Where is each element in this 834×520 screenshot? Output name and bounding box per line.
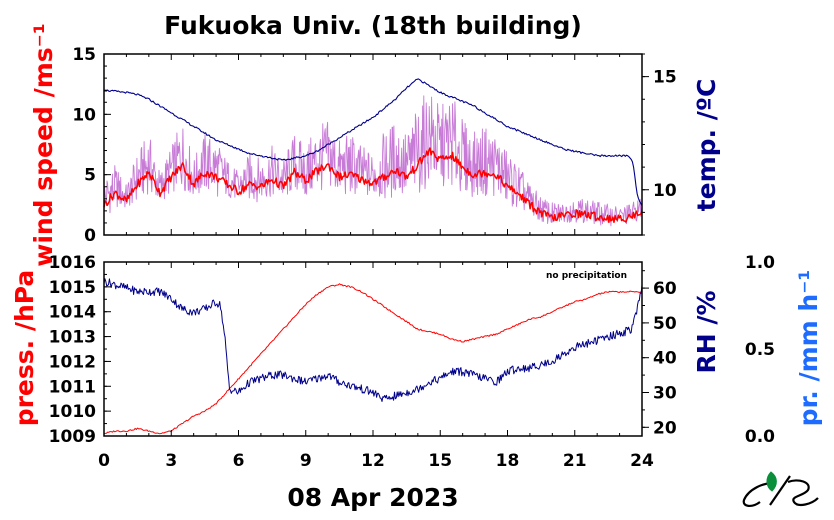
precipitation-note: no precipitation bbox=[546, 271, 627, 281]
right-tick-label: 10 bbox=[653, 181, 677, 201]
top-panel-axes: 0 5 10 15 10 15 bbox=[72, 45, 677, 246]
series-mean-line bbox=[103, 147, 643, 224]
wind-temp-panel: 0 5 10 15 10 15 wind speed /ms⁻¹ temp. /ºC bbox=[29, 23, 721, 267]
x-tick-label: 12 bbox=[361, 451, 385, 471]
date-label: 08 Apr 2023 bbox=[287, 483, 458, 512]
x-tick-label: 3 bbox=[165, 451, 177, 471]
right-tick-label: 15 bbox=[653, 68, 677, 88]
left-tick-label: 1014 bbox=[49, 303, 96, 323]
left-tick-label: 15 bbox=[72, 45, 96, 65]
wind-speed-axis-label: wind speed /ms⁻¹ bbox=[29, 23, 58, 267]
series-temp-line bbox=[103, 78, 643, 207]
temp-axis-label: temp. /ºC bbox=[692, 79, 721, 212]
left-tick-label: 1012 bbox=[49, 352, 96, 372]
top-panel-frame bbox=[103, 53, 643, 236]
x-tick-label: 9 bbox=[300, 451, 312, 471]
left-tick-label: 1009 bbox=[49, 427, 96, 447]
x-tick-label: 6 bbox=[233, 451, 245, 471]
precip-tick-label: 1.0 bbox=[745, 253, 775, 273]
series-rh-line bbox=[103, 278, 643, 402]
precip-tick-label: 0.0 bbox=[745, 427, 775, 447]
left-tick-label: 1011 bbox=[49, 377, 96, 397]
x-tick-label: 21 bbox=[563, 451, 587, 471]
chart-title: Fukuoka Univ. (18th building) bbox=[164, 11, 582, 40]
bottom-panel-frame bbox=[103, 261, 643, 437]
right-tick-label: 30 bbox=[653, 384, 677, 404]
series-pressure-line bbox=[103, 283, 643, 435]
right-tick-label: 20 bbox=[653, 418, 677, 438]
x-tick-label: 24 bbox=[630, 451, 654, 471]
pressure-rh-series bbox=[103, 278, 643, 435]
x-tick-label: 15 bbox=[428, 451, 452, 471]
x-tick-label: 18 bbox=[496, 451, 520, 471]
precip-axis-ticks: 0.0 0.5 1.0 bbox=[745, 253, 775, 447]
bottom-panel-axes: 0 3 6 9 12 15 18 21 24 1009 1010 1011 1012 1013 1014 10… bbox=[49, 253, 677, 471]
left-tick-label: 1010 bbox=[49, 402, 96, 422]
right-tick-label: 50 bbox=[653, 314, 677, 334]
left-tick-label: 1016 bbox=[49, 253, 96, 273]
right-tick-label: 60 bbox=[653, 279, 677, 299]
x-tick-label: 0 bbox=[98, 451, 110, 471]
precip-tick-label: 0.5 bbox=[745, 340, 775, 360]
right-tick-label: 40 bbox=[653, 349, 677, 369]
institution-logo bbox=[742, 471, 819, 507]
left-tick-label: 10 bbox=[72, 105, 96, 125]
left-tick-label: 1015 bbox=[49, 278, 96, 298]
left-tick-label: 0 bbox=[84, 226, 96, 246]
left-tick-label: 1013 bbox=[49, 328, 96, 348]
precip-axis-label: pr. /mm h⁻¹ bbox=[794, 270, 823, 427]
pressure-rh-panel: 0 3 6 9 12 15 18 21 24 1009 1010 1011 1012 1013 1014 10… bbox=[10, 253, 823, 471]
left-tick-label: 5 bbox=[84, 166, 96, 186]
wind-temp-series bbox=[103, 78, 643, 227]
series-gust-line bbox=[103, 95, 643, 227]
pressure-axis-label: press. /hPa bbox=[10, 270, 39, 427]
rh-axis-label: RH /% bbox=[692, 290, 721, 373]
